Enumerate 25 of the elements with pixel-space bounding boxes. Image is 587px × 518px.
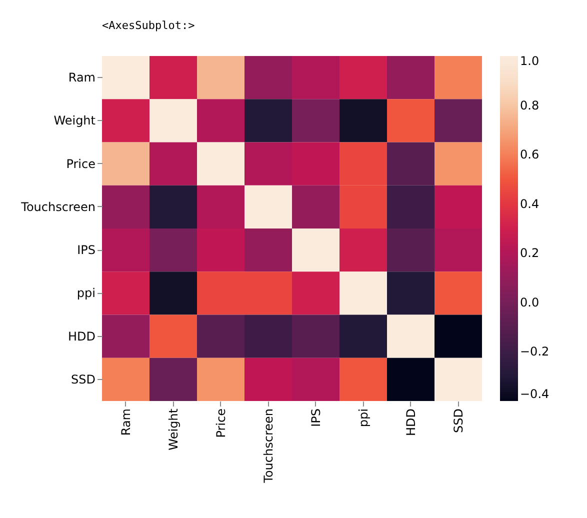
y-tick-label: Touchscreen: [20, 200, 96, 214]
color-bar-label: 0.0: [520, 295, 540, 310]
x-tick-label: Touchscreen: [261, 408, 276, 484]
color-bar-label: 0.4: [520, 196, 540, 211]
x-tick-label: SSD: [451, 408, 466, 433]
color-bar-label: −0.4: [520, 387, 550, 401]
x-tick-label: ppi: [356, 408, 370, 428]
y-tick-label: SSD: [71, 372, 96, 386]
x-tick-label: Ram: [118, 408, 133, 436]
x-tick-label: IPS: [308, 408, 323, 427]
y-tick-label: HDD: [68, 329, 96, 344]
y-tick-label: ppi: [76, 286, 96, 300]
color-bar-label: −0.2: [520, 344, 550, 359]
x-tick-label: HDD: [404, 408, 418, 436]
x-tick-label: Weight: [166, 408, 180, 450]
y-tick-label: Ram: [68, 70, 96, 85]
x-tick-label: Price: [214, 408, 228, 438]
y-tick-label: Weight: [54, 114, 96, 128]
color-bar-label: 0.8: [520, 98, 540, 112]
color-bar-label: 1.0: [520, 54, 540, 68]
text: <AxesSubplot:>: [102, 19, 196, 32]
y-tick-label: IPS: [77, 243, 96, 258]
y-tick-label: Price: [66, 156, 96, 171]
color-bar-label: 0.6: [520, 148, 540, 162]
color-bar-label: 0.2: [520, 246, 540, 260]
